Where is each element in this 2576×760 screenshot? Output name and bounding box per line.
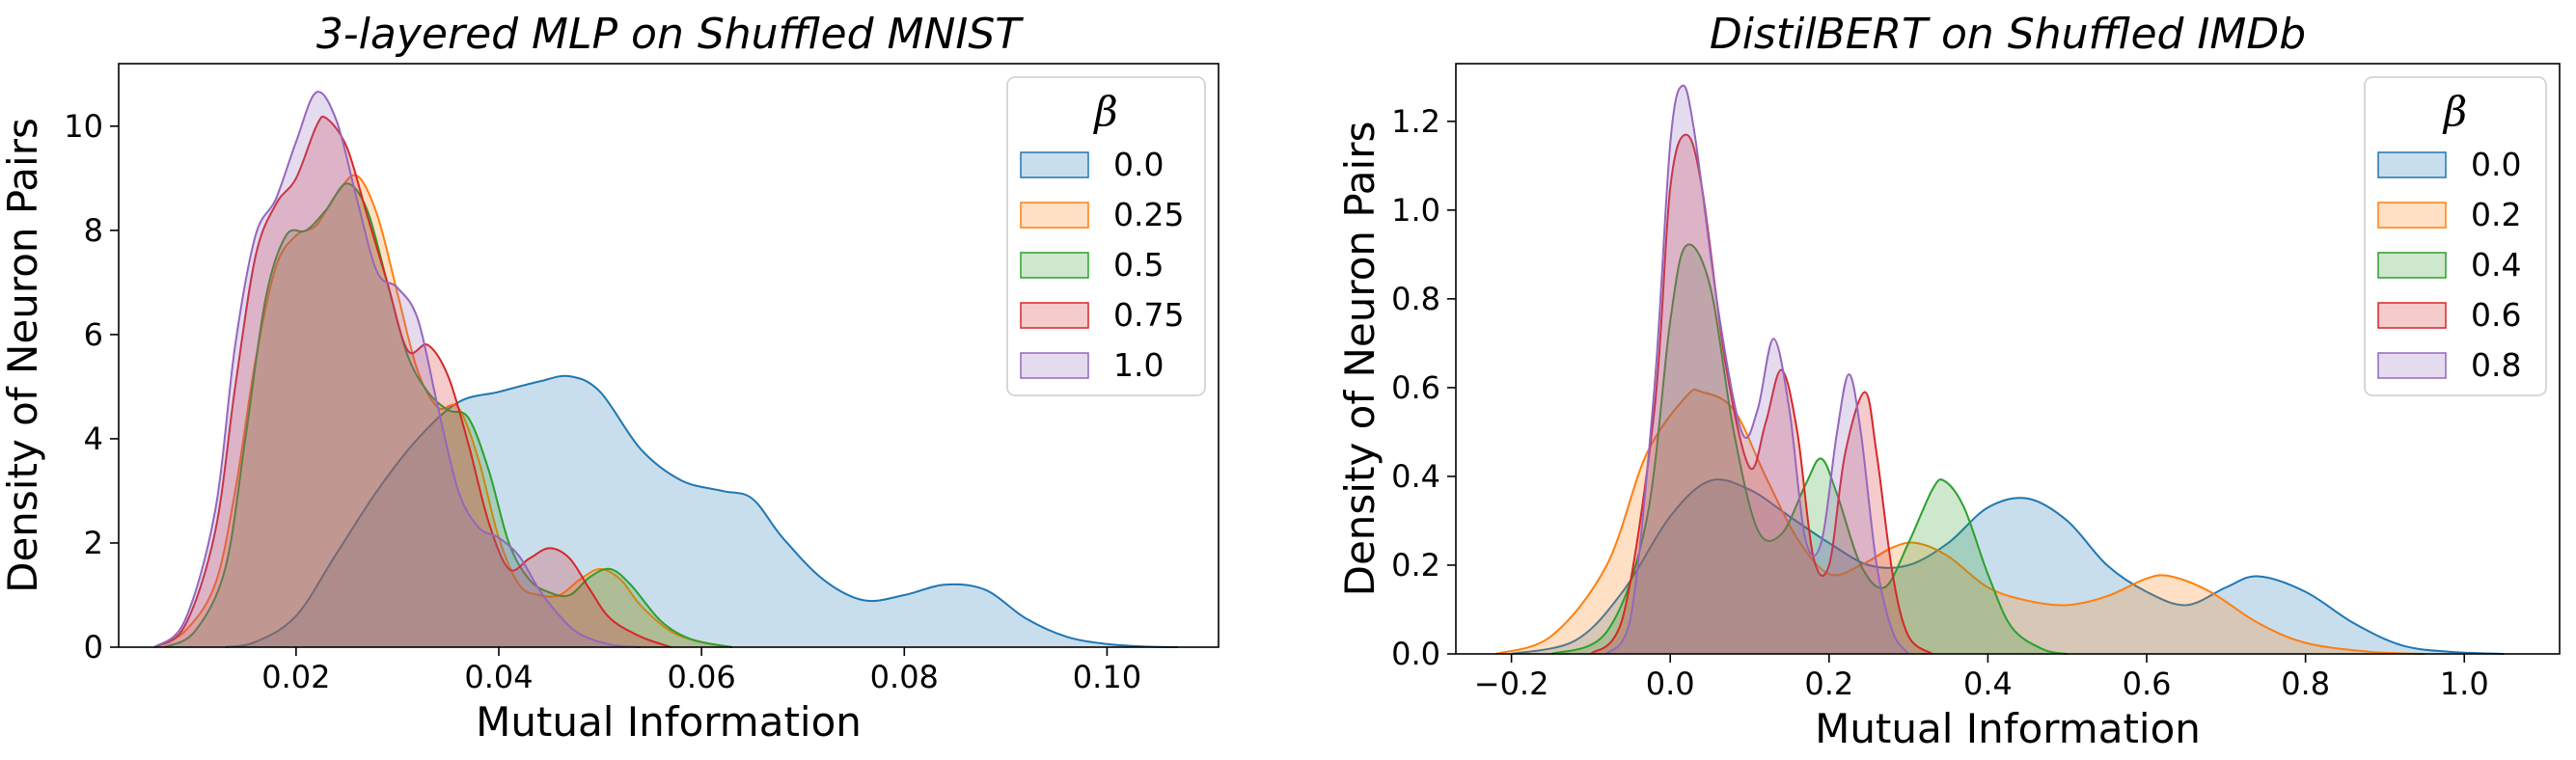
y-tick-label: 0.0 <box>1391 636 1440 672</box>
series-line-3 <box>1590 133 1933 655</box>
series-line-3 <box>153 115 671 648</box>
legend-label: 0.2 <box>2471 196 2521 233</box>
x-tick-label: 0.08 <box>870 659 939 695</box>
x-tick-label: −0.2 <box>1474 665 1549 702</box>
y-tick-label: 0 <box>84 629 103 665</box>
y-tick-label: 8 <box>84 212 103 249</box>
series-area-4 <box>1606 85 1909 654</box>
series-area-3 <box>153 116 671 648</box>
legend-swatch <box>2377 302 2447 329</box>
legend-frame <box>2364 76 2547 396</box>
y-tick-label: 1.2 <box>1391 103 1440 140</box>
series-line-4 <box>153 91 642 648</box>
y-tick-label: 0.2 <box>1391 547 1440 584</box>
x-tick-label: 0.6 <box>2123 665 2172 702</box>
series-area-2 <box>164 183 732 647</box>
legend-label: 1.0 <box>1113 346 1164 384</box>
legend-label: 0.5 <box>1113 246 1164 284</box>
plot-frame <box>118 63 1219 648</box>
series-line-0 <box>225 374 1179 648</box>
x-tick-label: 0.4 <box>1963 665 2013 702</box>
legend-label: 0.4 <box>2471 246 2521 284</box>
y-axis-label: Density of Neuron Pairs <box>1336 122 1384 597</box>
y-tick-label: 0.4 <box>1391 458 1440 495</box>
y-tick-label: 0.8 <box>1391 281 1440 317</box>
x-axis-label: Mutual Information <box>1815 705 2201 752</box>
series-area-3 <box>1590 134 1932 655</box>
y-tick-label: 6 <box>84 316 103 353</box>
legend-swatch <box>1020 302 1089 329</box>
legend-swatch <box>1020 352 1089 379</box>
series-line-2 <box>163 182 732 648</box>
legend-label: 0.6 <box>2471 296 2521 334</box>
plot-frame <box>1455 63 2561 655</box>
legend-label: 0.0 <box>2471 146 2521 183</box>
legend-swatch <box>1020 252 1089 279</box>
x-tick-label: 0.2 <box>1804 665 1853 702</box>
legend-swatch <box>2377 151 2447 178</box>
chart-2: DistilBERT on Shuffled IMDb −0.2 0.0 0.2 0.4… <box>1336 10 2561 752</box>
series-area-0 <box>1511 479 2505 654</box>
legend-title: β <box>2442 88 2467 135</box>
x-tick-label: 1.0 <box>2440 665 2489 702</box>
legend-label: 0.75 <box>1113 296 1184 334</box>
legend: β 0.0 0.25 0.5 0.75 1.0 <box>1006 76 1206 396</box>
x-tick-label: 0.8 <box>2281 665 2330 702</box>
y-tick-label: 4 <box>84 421 103 457</box>
series-area-0 <box>225 375 1179 647</box>
x-tick-label: 0.04 <box>464 659 533 695</box>
legend-swatch <box>1020 202 1089 229</box>
legend-label: 0.25 <box>1113 196 1184 233</box>
series-area-2 <box>1550 244 2068 654</box>
x-tick-label: 0.10 <box>1073 659 1141 695</box>
series-line-1 <box>1494 388 2425 655</box>
y-axis-label: Density of Neuron Pairs <box>0 118 46 593</box>
x-axis-label: Mutual Information <box>476 698 862 746</box>
y-tick-label: 0.6 <box>1391 369 1440 406</box>
x-tick-label: 0.0 <box>1646 665 1695 702</box>
series-area-1 <box>153 175 732 647</box>
legend-swatch <box>1020 151 1089 178</box>
legend-label: 0.8 <box>2471 346 2521 384</box>
series-area-4 <box>153 92 642 647</box>
x-tick-label: 0.02 <box>261 659 330 695</box>
series-line-0 <box>1511 478 2505 655</box>
legend-frame <box>1006 76 1206 396</box>
chart-title: 3-layered MLP on Shuffled MNIST <box>316 10 1024 59</box>
legend-title: β <box>1092 88 1117 135</box>
series-line-4 <box>1605 84 1909 655</box>
series-line-2 <box>1550 243 2068 655</box>
y-tick-label: 1.0 <box>1391 192 1440 229</box>
chart-title: DistilBERT on Shuffled IMDb <box>1710 10 2306 59</box>
legend: β0.0 0.2 0.4 0.6 0.8 <box>2364 76 2547 396</box>
legend-swatch <box>2377 252 2447 279</box>
legend-swatch <box>2377 202 2447 229</box>
x-tick-label: 0.06 <box>668 659 736 695</box>
y-tick-label: 2 <box>84 525 103 561</box>
series-area-1 <box>1495 389 2425 654</box>
legend-swatch <box>2377 352 2447 379</box>
y-tick-label: 10 <box>64 108 103 145</box>
legend-label: 0.0 <box>1113 146 1164 183</box>
